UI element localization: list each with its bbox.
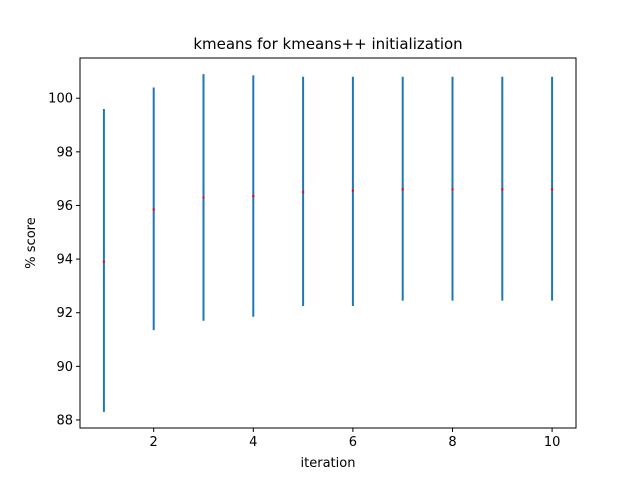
y-axis-label: % score	[24, 217, 39, 268]
chart-title: kmeans for kmeans++ initialization	[193, 35, 462, 53]
y-tick-label: 90	[56, 360, 73, 375]
y-axis: 88 90 92 94 96 98 100	[48, 92, 80, 428]
data-point	[301, 190, 305, 194]
x-tick-label: 2	[150, 435, 158, 450]
data-point	[451, 188, 454, 191]
x-tick-label: 8	[448, 435, 456, 450]
x-axis: 2 4 6 8 10	[150, 428, 561, 450]
data-point	[501, 188, 504, 191]
y-tick-label: 88	[56, 413, 73, 428]
x-tick-label: 6	[349, 435, 357, 450]
y-tick-label: 92	[56, 306, 73, 321]
x-tick-label: 10	[544, 435, 561, 450]
plot-frame	[79, 57, 577, 429]
data-point	[152, 208, 155, 211]
y-tick-label: 96	[56, 199, 73, 214]
data-point	[351, 189, 355, 192]
y-tick-label: 98	[56, 145, 73, 160]
data-point	[252, 194, 255, 198]
plot-area	[102, 74, 554, 412]
data-point	[102, 260, 106, 263]
y-tick-label: 100	[48, 92, 73, 107]
data-point	[202, 196, 205, 199]
y-tick-label: 94	[56, 253, 73, 268]
x-tick-label: 4	[249, 435, 257, 450]
x-axis-label: iteration	[301, 456, 356, 471]
data-point	[401, 188, 404, 191]
data-point	[550, 188, 554, 191]
